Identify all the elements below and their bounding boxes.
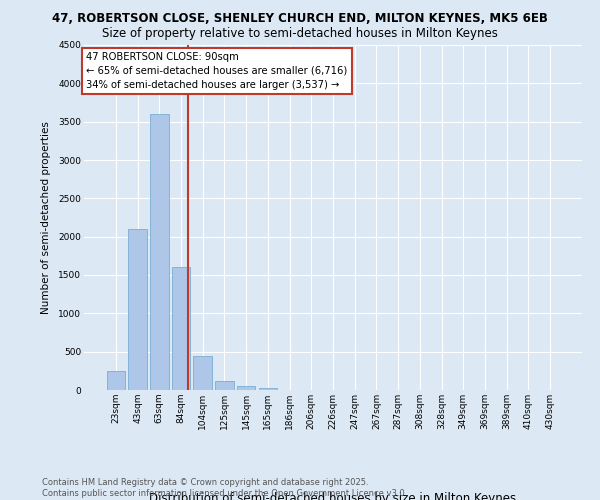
Text: Size of property relative to semi-detached houses in Milton Keynes: Size of property relative to semi-detach… [102, 28, 498, 40]
Bar [193, 356, 212, 390]
X-axis label: Distribution of semi-detached houses by size in Milton Keynes: Distribution of semi-detached houses by … [149, 492, 517, 500]
Text: Contains HM Land Registry data © Crown copyright and database right 2025.
Contai: Contains HM Land Registry data © Crown c… [42, 478, 407, 498]
Bar [107, 371, 125, 390]
Bar [150, 114, 169, 390]
Y-axis label: Number of semi-detached properties: Number of semi-detached properties [41, 121, 51, 314]
Text: 47 ROBERTSON CLOSE: 90sqm
← 65% of semi-detached houses are smaller (6,716)
34% : 47 ROBERTSON CLOSE: 90sqm ← 65% of semi-… [86, 52, 348, 90]
Bar [215, 381, 233, 390]
Bar [128, 229, 147, 390]
Bar [259, 388, 277, 390]
Bar [172, 268, 190, 390]
Bar [237, 386, 256, 390]
Text: 47, ROBERTSON CLOSE, SHENLEY CHURCH END, MILTON KEYNES, MK5 6EB: 47, ROBERTSON CLOSE, SHENLEY CHURCH END,… [52, 12, 548, 26]
